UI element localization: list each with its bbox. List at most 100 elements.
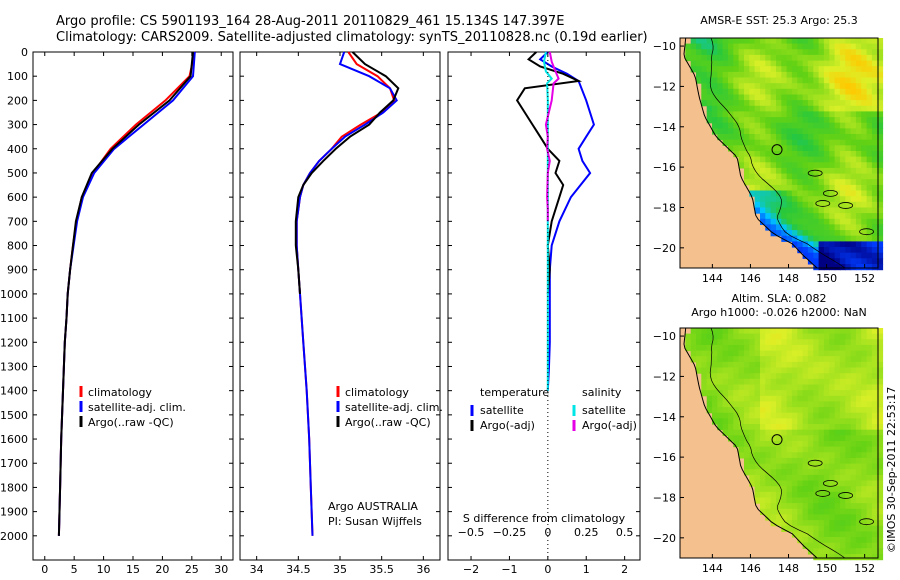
sea-cell: [690, 60, 697, 67]
sea-cell: [733, 333, 740, 340]
sea-cell: [855, 446, 862, 453]
sea-cell: [818, 542, 825, 549]
sea-cell: [754, 173, 761, 180]
sea-cell: [813, 38, 820, 45]
sea-cell: [760, 373, 766, 380]
sea-cell: [855, 213, 862, 220]
sea-cell: [781, 54, 788, 62]
sea-cell: [754, 54, 761, 62]
legend-label-t_argo: Argo(-adj): [480, 419, 535, 432]
sea-cell: [855, 252, 862, 259]
sea-cell: [871, 418, 878, 425]
sla-map-title-line-2: Argo h1000: -0.026 h2000: NaN: [691, 306, 867, 319]
sea-cell: [813, 167, 820, 175]
sea-cell: [807, 361, 814, 369]
sea-cell: [839, 173, 846, 180]
sea-cell: [776, 457, 782, 465]
sea-cell: [749, 145, 756, 152]
sea-cell: [845, 173, 852, 180]
sea-cell: [807, 122, 814, 129]
sea-cell: [861, 418, 868, 425]
sea-cell: [765, 435, 772, 442]
sea-cell: [877, 424, 884, 431]
sea-cell: [845, 441, 852, 448]
sea-cell: [791, 412, 798, 419]
sea-cell: [839, 441, 846, 448]
sea-cell: [786, 424, 793, 431]
sea-cell: [749, 474, 756, 482]
sea-cell: [807, 503, 814, 510]
sea-cell: [855, 424, 862, 431]
sea-cell: [717, 328, 724, 335]
sea-cell: [749, 38, 756, 45]
sea-cell: [728, 49, 734, 56]
map-y-tick-label: −10: [653, 330, 676, 343]
sea-cell: [839, 503, 846, 510]
sea-cell: [717, 367, 724, 374]
sea-cell: [738, 435, 745, 442]
top-x-axis-label: S difference from climatology: [463, 512, 626, 525]
sea-cell: [845, 503, 852, 510]
sea-cell: [861, 43, 868, 50]
sea-cell: [829, 100, 836, 107]
sea-cell: [850, 49, 857, 56]
sea-cell: [754, 60, 761, 67]
sea-cell: [829, 531, 836, 538]
sea-cell: [760, 184, 766, 192]
sea-cell: [877, 88, 884, 95]
sea-cell: [839, 43, 846, 50]
sea-cell: [760, 486, 766, 493]
sea-cell: [866, 224, 873, 231]
sea-cell: [781, 94, 788, 101]
sea-cell: [685, 49, 692, 56]
sea-cell: [845, 117, 852, 124]
sea-cell: [802, 196, 809, 203]
sea-cell: [818, 38, 825, 45]
sea-cell: [802, 531, 809, 538]
sea-cell: [722, 100, 729, 107]
sea-cell: [781, 235, 788, 242]
sea-cell: [813, 361, 820, 369]
sea-cell: [829, 344, 836, 352]
sea-cell: [781, 224, 788, 231]
sea-cell: [706, 83, 713, 90]
sea-cell: [802, 71, 809, 79]
sea-cell: [791, 213, 798, 220]
sea-cell: [706, 105, 713, 112]
sea-cell: [877, 224, 884, 231]
sea-cell: [861, 184, 868, 192]
sea-cell: [861, 173, 868, 180]
sea-cell: [823, 446, 830, 453]
sea-cell: [765, 134, 772, 141]
sea-cell: [797, 111, 804, 118]
sea-cell: [877, 117, 884, 124]
sea-cell: [866, 537, 873, 544]
sea-cell: [845, 128, 852, 135]
sea-cell: [807, 424, 814, 431]
sea-cell: [797, 196, 804, 203]
sea-cell: [802, 435, 809, 442]
sea-cell: [765, 77, 772, 84]
sea-cell: [706, 77, 713, 84]
sea-cell: [855, 367, 862, 374]
y-tick-label: 1400: [0, 385, 28, 398]
sea-cell: [823, 60, 830, 67]
sea-cell: [701, 54, 708, 62]
sea-cell: [776, 503, 782, 510]
sea-cell: [797, 350, 804, 357]
sea-cell: [818, 54, 825, 62]
x-tick-label: 1: [583, 563, 590, 576]
sea-cell: [866, 201, 873, 208]
sea-cell: [744, 344, 750, 352]
sea-cell: [701, 60, 708, 67]
sea-cell: [685, 344, 692, 352]
sea-cell: [760, 367, 766, 374]
sea-cell: [877, 401, 884, 408]
sea-cell: [701, 356, 708, 363]
sea-cell: [850, 43, 857, 50]
sea-cell: [839, 38, 846, 45]
sea-cell: [818, 469, 825, 476]
sea-cell: [839, 412, 846, 419]
sea-cell: [760, 446, 766, 453]
sea-cell: [786, 38, 793, 45]
